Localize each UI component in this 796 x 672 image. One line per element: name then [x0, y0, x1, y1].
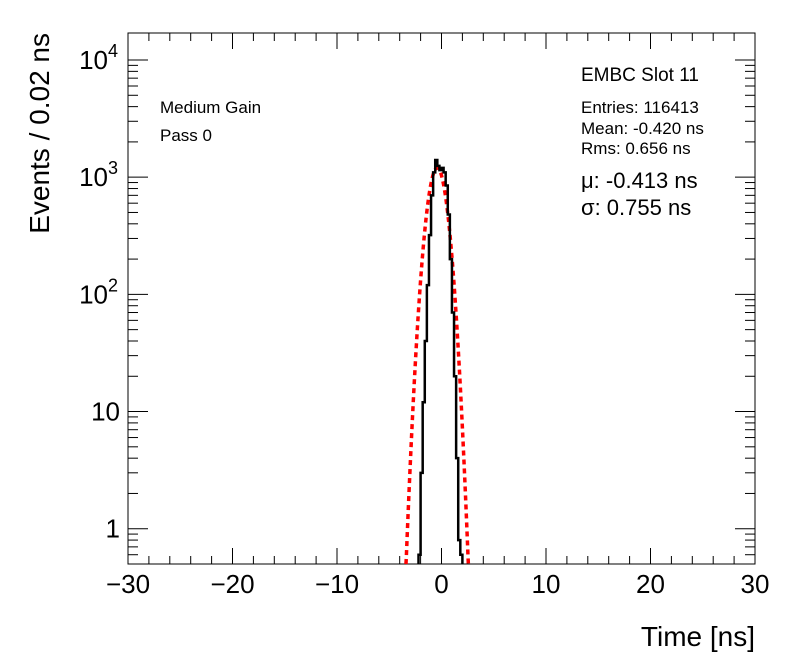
y-tick-base: 10	[79, 279, 108, 309]
x-tick-label: 30	[741, 569, 770, 599]
y-tick-label: 102	[79, 275, 118, 309]
gain-label: Medium Gain	[160, 98, 261, 117]
y-axis-title: Events / 0.02 ns	[24, 33, 55, 234]
histogram-line	[417, 158, 464, 564]
gaussian-fit-curve	[404, 166, 471, 566]
stats-entries: Entries: 116413	[581, 98, 699, 117]
x-tick-label: −30	[106, 569, 150, 599]
x-tick-label: −10	[315, 569, 359, 599]
y-tick-label: 10	[91, 397, 120, 427]
x-axis-title: Time [ns]	[641, 621, 755, 652]
fit-mu: μ: -0.413 ns	[581, 168, 698, 193]
y-tick-label: 1	[106, 514, 120, 544]
x-axis-ticks	[127, 33, 756, 564]
y-tick-exponent: 3	[108, 158, 118, 178]
chart-title: EMBC Slot 11	[581, 65, 699, 86]
x-tick-label: 20	[636, 569, 665, 599]
x-tick-label: 10	[532, 569, 561, 599]
x-tick-label: 0	[434, 569, 448, 599]
y-tick-exponent: 4	[108, 41, 118, 61]
stats-mean: Mean: -0.420 ns	[581, 119, 704, 138]
y-tick-base: 10	[79, 162, 108, 192]
y-tick-exponent: 2	[108, 275, 118, 295]
x-tick-labels: −30 −20 −10 0 10 20 30	[106, 569, 770, 599]
pass-label: Pass 0	[160, 126, 212, 145]
stats-rms: Rms: 0.656 ns	[581, 139, 691, 158]
y-tick-base: 10	[79, 45, 108, 75]
y-tick-label: 104	[79, 41, 118, 75]
x-tick-label: −20	[210, 569, 254, 599]
y-tick-label: 103	[79, 158, 118, 192]
fit-sigma: σ: 0.755 ns	[581, 195, 691, 220]
y-axis-ticks	[128, 59, 755, 565]
